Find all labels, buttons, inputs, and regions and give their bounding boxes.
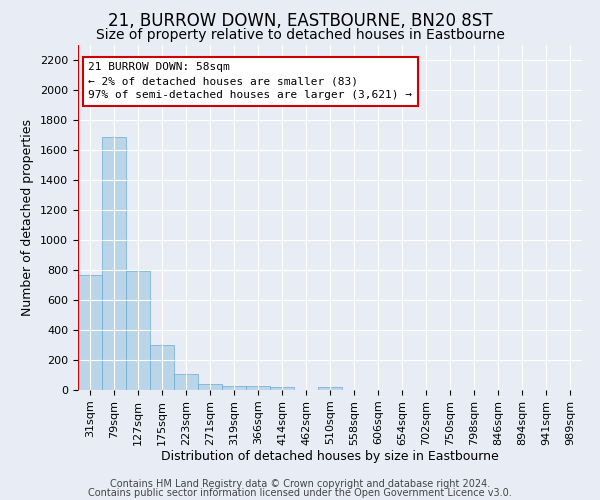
Text: Contains HM Land Registry data © Crown copyright and database right 2024.: Contains HM Land Registry data © Crown c… bbox=[110, 479, 490, 489]
Text: Contains public sector information licensed under the Open Government Licence v3: Contains public sector information licen… bbox=[88, 488, 512, 498]
Bar bbox=[174, 374, 198, 390]
Text: 21, BURROW DOWN, EASTBOURNE, BN20 8ST: 21, BURROW DOWN, EASTBOURNE, BN20 8ST bbox=[108, 12, 492, 30]
Bar bbox=[222, 386, 246, 390]
Bar bbox=[246, 386, 270, 390]
Bar bbox=[126, 271, 150, 390]
Bar bbox=[102, 136, 126, 390]
Text: Size of property relative to detached houses in Eastbourne: Size of property relative to detached ho… bbox=[95, 28, 505, 42]
Bar bbox=[78, 274, 102, 390]
Bar bbox=[198, 384, 222, 390]
Y-axis label: Number of detached properties: Number of detached properties bbox=[22, 119, 34, 316]
Bar bbox=[318, 387, 342, 390]
X-axis label: Distribution of detached houses by size in Eastbourne: Distribution of detached houses by size … bbox=[161, 450, 499, 464]
Bar bbox=[270, 387, 294, 390]
Bar bbox=[150, 345, 174, 390]
Text: 21 BURROW DOWN: 58sqm
← 2% of detached houses are smaller (83)
97% of semi-detac: 21 BURROW DOWN: 58sqm ← 2% of detached h… bbox=[88, 62, 412, 100]
